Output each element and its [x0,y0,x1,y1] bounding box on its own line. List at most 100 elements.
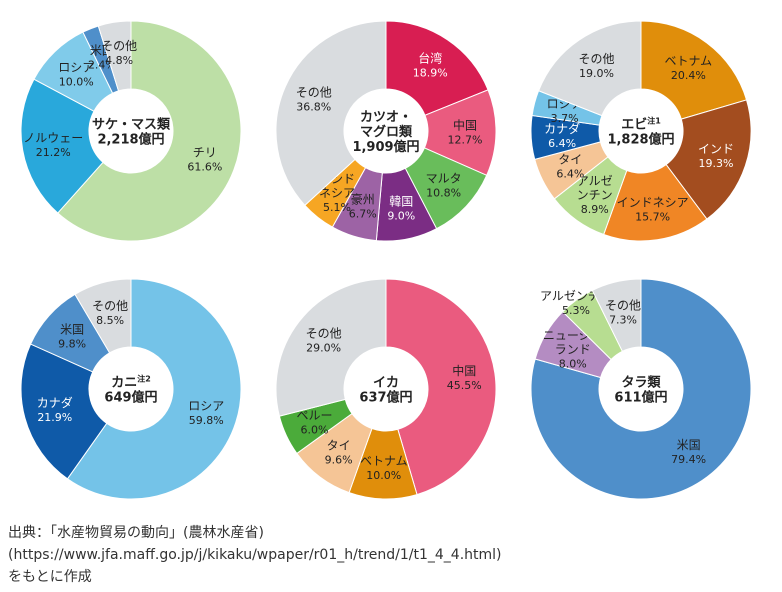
slice-label: ペルー [296,409,332,423]
pie-slice [66,278,242,500]
center-title-line: 611億円 [614,390,667,406]
slice-label: 韓国 [389,195,413,209]
source-note: 出典：「水産物貿易の動向」(農林水産省) (https://www.jfa.ma… [8,522,778,588]
slice-label: その他 [101,39,137,53]
slice-label: ロシア [58,60,94,74]
pie-slice [530,278,752,500]
slice-value-label: 2.4% [88,59,116,72]
slice-value-label: 9.0% [387,210,415,223]
slice-value-label: 8.5% [96,314,124,327]
slice-value-label: 19.0% [579,67,614,80]
center-title-line: エビ注1 [621,116,661,133]
slice-label: 米国 [60,323,84,337]
slice-label: タイ [327,438,351,452]
slice-value-label: 8.9% [581,203,609,216]
center-title-line: 1,828億円 [607,132,674,148]
center-title-line: イカ [373,376,399,391]
slice-label: ンチン [577,188,613,202]
slice-value-label: 10.0% [59,75,94,88]
slice-value-label: 7.3% [609,313,637,326]
slice-value-label: 12.7% [448,133,483,146]
slice-label: タイ [558,152,582,166]
source-line-2: (https://www.jfa.maff.go.jp/j/kikaku/wpa… [8,547,502,563]
center-title-line: 637億円 [359,390,412,406]
slice-value-label: 29.0% [306,342,341,355]
slice-label: その他 [579,52,615,66]
source-line-1: 出典：「水産物貿易の動向」(農林水産省) [8,525,264,541]
slice-value-label: 5.1% [323,201,351,214]
center-title-line: マグロ類 [360,124,413,140]
center-title-line: タラ類 [621,376,661,391]
center-title-line: サケ・マス類 [92,118,171,133]
pie-slice [385,20,489,116]
slice-value-label: 21.9% [37,411,72,424]
slice-label: アルゼ [577,174,613,188]
slice-label: 米国 [677,438,701,452]
donut-chart-1: チリ61.6%ノルウェー21.2%ロシア10.0%米国2.4%その他4.8%サケ… [20,20,242,242]
slice-label: カナダ [37,395,73,410]
slice-label: 中国 [453,117,477,132]
slice-value-label: 59.8% [189,414,224,427]
slice-value-label: 6.0% [300,424,328,437]
slice-value-label: 9.6% [325,453,353,466]
slice-label: 台湾 [418,51,442,66]
pie-slice [385,278,497,496]
slice-label: ロシア [188,399,224,413]
slice-value-label: 15.7% [635,210,670,223]
slice-label: その他 [92,299,128,313]
donut-charts-panel: チリ61.6%ノルウェー21.2%ロシア10.0%米国2.4%その他4.8%サケ… [20,20,752,500]
slice-label: マルタ [426,171,462,185]
slice-label: チリ [193,145,217,159]
slice-value-label: 9.8% [58,338,86,351]
pie-slice [74,278,132,354]
slice-value-label: 36.8% [296,100,331,113]
donut-chart-2: 台湾18.9%中国12.7%マルタ10.8%韓国9.0%豪州6.7%インドネシア… [275,20,497,242]
slice-value-label: 6.4% [548,137,576,150]
slice-value-label: 19.3% [698,157,733,170]
slice-label: ネシア [319,186,355,200]
slice-label: ランド [555,342,591,356]
pie-slice [603,163,708,242]
slice-label: インドネシア [617,195,689,209]
pie-slice [97,20,132,92]
slice-value-label: 20.4% [671,69,706,82]
source-line-3: をもとに作成 [8,569,92,585]
center-title-line: 2,218億円 [97,132,164,148]
slice-value-label: 5.3% [562,304,590,317]
slice-value-label: 4.8% [105,54,133,67]
slice-value-label: 61.6% [187,160,222,173]
center-title-line: カツオ・ [360,110,412,125]
slice-label: 中国 [452,363,476,378]
slice-label: その他 [306,327,342,341]
slice-value-label: 18.9% [413,67,448,80]
slice-value-label: 10.8% [426,186,461,199]
pie-slice [275,278,387,417]
pie-slice [591,278,642,353]
center-title-line: 649億円 [104,390,157,406]
slice-label: その他 [605,298,641,312]
pie-slice [537,20,642,117]
pie-slice [57,20,242,242]
pie-slice [20,78,104,214]
center-title-line: 1,909億円 [352,139,419,155]
slice-label: ベトナム [360,454,408,468]
slice-value-label: 6.4% [556,167,584,180]
slice-label: 豪州 [351,192,375,207]
slice-label: その他 [296,85,332,99]
slice-value-label: 21.2% [36,146,71,159]
pie-slice [275,20,387,206]
slice-value-label: 8.0% [559,357,587,370]
slice-value-label: 10.0% [366,469,401,482]
slice-label: ベトナム [664,54,712,68]
slice-value-label: 79.4% [671,453,706,466]
pie-slice [665,99,752,220]
slice-value-label: 3.7% [551,112,579,125]
slice-label: カナダ [544,121,580,136]
slice-label: インド [698,142,734,156]
pie-slice [20,343,108,480]
center-title-line: カニ注2 [111,374,151,391]
